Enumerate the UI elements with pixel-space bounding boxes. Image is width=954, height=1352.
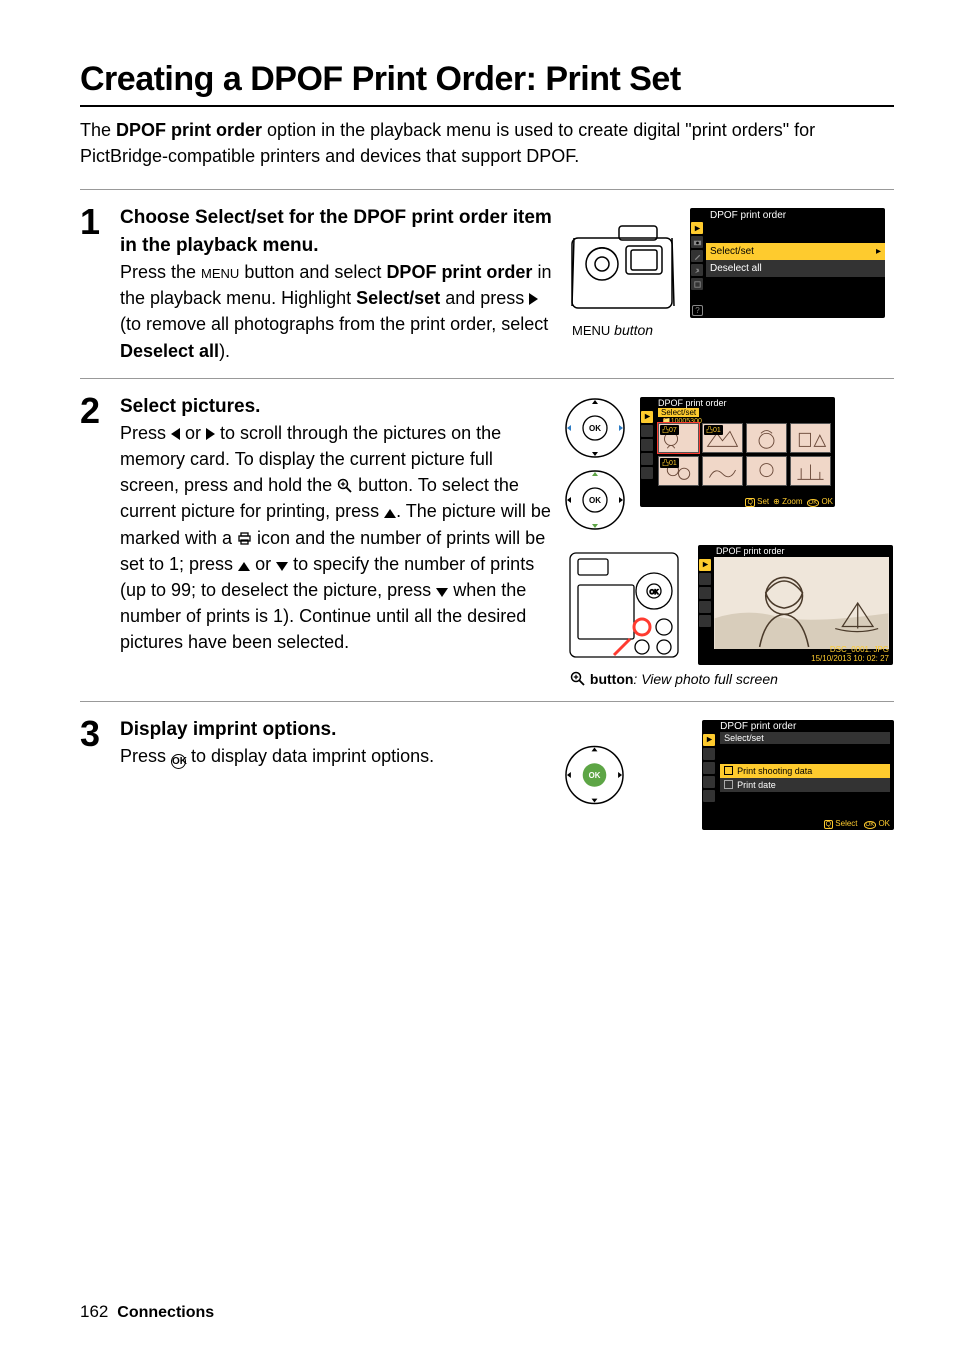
right-arrow-icon: [529, 293, 538, 305]
intro-paragraph: The DPOF print order option in the playb…: [80, 117, 894, 169]
lcd-tab-playback-icon: [691, 222, 703, 234]
step-1-figure: DPOF print order Select/set ▸ Deselect a…: [564, 204, 894, 363]
step-1-caption: MENU button: [572, 322, 894, 338]
thumbnail: [702, 456, 743, 486]
lcd-opt-footer: Q Select OK OK: [824, 819, 890, 828]
lcd-tab-icon: [699, 601, 711, 613]
multi-selector-lr-icon: OK: [564, 397, 626, 459]
print-badge: 凸07: [660, 425, 679, 435]
down-arrow-icon: [276, 562, 288, 571]
step-2: 2 Select pictures. Press or to scroll th…: [80, 378, 894, 701]
lcd-tab-setup-icon: [691, 264, 703, 276]
lcd-tab-retouch-icon: [691, 278, 703, 290]
right-arrow-icon: [206, 428, 215, 440]
section-name: Connections: [117, 1304, 214, 1321]
step-1-text: Choose Select/set for the DPOF print ord…: [120, 204, 552, 363]
lcd-tab-icon: [699, 615, 711, 627]
step-3-figure: OK DPOF print order Se: [564, 716, 894, 830]
step-3: 3 Display imprint options. Press OK to d…: [80, 701, 894, 844]
lcd-tab-camera-icon: [691, 236, 703, 248]
lcd-tab-retouch-icon: [641, 467, 653, 479]
lcd-tab-pencil-icon: [691, 250, 703, 262]
step-2-caption: button: View photo full screen: [570, 671, 894, 687]
lcd-fullscreen: DPOF print order DSC_000: [698, 545, 893, 665]
lcd-tab-playback-icon: [641, 411, 653, 423]
lcd-tab-playback-icon: [703, 734, 715, 746]
lcd-full-footer: DSC_0001. JPG 15/10/2013 10: 02: 27: [811, 645, 889, 663]
step-3-number: 3: [80, 716, 120, 830]
lcd-menu-screen: DPOF print order Select/set ▸ Deselect a…: [690, 208, 885, 318]
ok-button-icon: OK: [171, 754, 186, 769]
lcd-tab-icon: [703, 762, 715, 774]
step-1-number: 1: [80, 204, 120, 363]
thumbnail: 凸01: [702, 423, 743, 453]
up-arrow-icon: [238, 562, 250, 571]
multi-selector-ud-icon: OK: [564, 469, 626, 531]
help-icon: ?: [692, 305, 703, 316]
svg-text:OK: OK: [589, 424, 601, 433]
lcd-thumb-subtitle: Select/set: [658, 408, 699, 417]
lcd-tab-icon: [703, 776, 715, 788]
magnify-icon: [570, 671, 586, 687]
lcd-item-deselect-all: Deselect all: [706, 260, 885, 277]
thumbnail: [746, 423, 787, 453]
lcd-tab-pencil-icon: [641, 439, 653, 451]
camera-back-icon: OK: [564, 545, 684, 665]
step-2-figure: OK OK: [564, 393, 894, 687]
lcd-tab-playback-icon: [699, 559, 711, 571]
lcd-thumb-title: DPOF print order: [658, 398, 727, 408]
left-arrow-icon: [171, 428, 180, 440]
lcd-opt-shooting-data: Print shooting data: [720, 764, 890, 778]
camera-icon: [564, 208, 684, 318]
down-arrow-icon: [436, 588, 448, 597]
thumbnail: [746, 456, 787, 486]
step-2-text: Select pictures. Press or to scroll thro…: [120, 393, 552, 687]
lcd-tab-setup-icon: [641, 453, 653, 465]
lcd-tab-icon: [699, 573, 711, 585]
svg-text:OK: OK: [589, 496, 601, 505]
svg-text:OK: OK: [650, 590, 659, 596]
lcd-full-image: [714, 557, 889, 649]
magnify-icon: [337, 478, 353, 494]
step-2-number: 2: [80, 393, 120, 687]
thumbnail: [790, 456, 831, 486]
step-1: 1 Choose Select/set for the DPOF print o…: [80, 189, 894, 377]
lcd-thumbnails-screen: DPOF print order Select/set 📁10005300 凸0…: [640, 397, 835, 507]
lcd-title: DPOF print order: [706, 208, 885, 223]
page-number: 162: [80, 1302, 108, 1321]
up-arrow-icon: [384, 509, 396, 518]
print-badge: 凸01: [704, 425, 723, 435]
page-title: Creating a DPOF Print Order: Print Set: [80, 60, 894, 107]
lcd-tab-icon: [699, 587, 711, 599]
svg-text:OK: OK: [589, 771, 601, 780]
print-icon: [237, 531, 252, 546]
lcd-tab-icon: [703, 748, 715, 760]
thumbnail: [790, 423, 831, 453]
lcd-opt-print-date: Print date: [720, 778, 890, 792]
lcd-tab-camera-icon: [641, 425, 653, 437]
lcd-options-screen: DPOF print order Select/set Print shooti…: [702, 720, 894, 830]
multi-selector-ok-icon: OK: [564, 744, 625, 806]
chevron-right-icon: ▸: [876, 246, 881, 257]
lcd-footer: Q Set ⊕ Zoom OK OK: [658, 497, 833, 506]
lcd-full-title: DPOF print order: [716, 546, 785, 556]
lcd-opt-subtitle: Select/set: [720, 732, 890, 744]
lcd-tab-icon: [703, 790, 715, 802]
thumbnail: 凸01: [658, 456, 699, 486]
step-3-text: Display imprint options. Press OK to dis…: [120, 716, 552, 830]
page-footer: 162 Connections: [80, 1302, 214, 1322]
lcd-opt-title: DPOF print order: [720, 721, 796, 732]
thumbnail: 凸07: [658, 423, 699, 453]
print-badge: 凸01: [660, 458, 679, 468]
lcd-item-select-set: Select/set ▸: [706, 243, 885, 260]
